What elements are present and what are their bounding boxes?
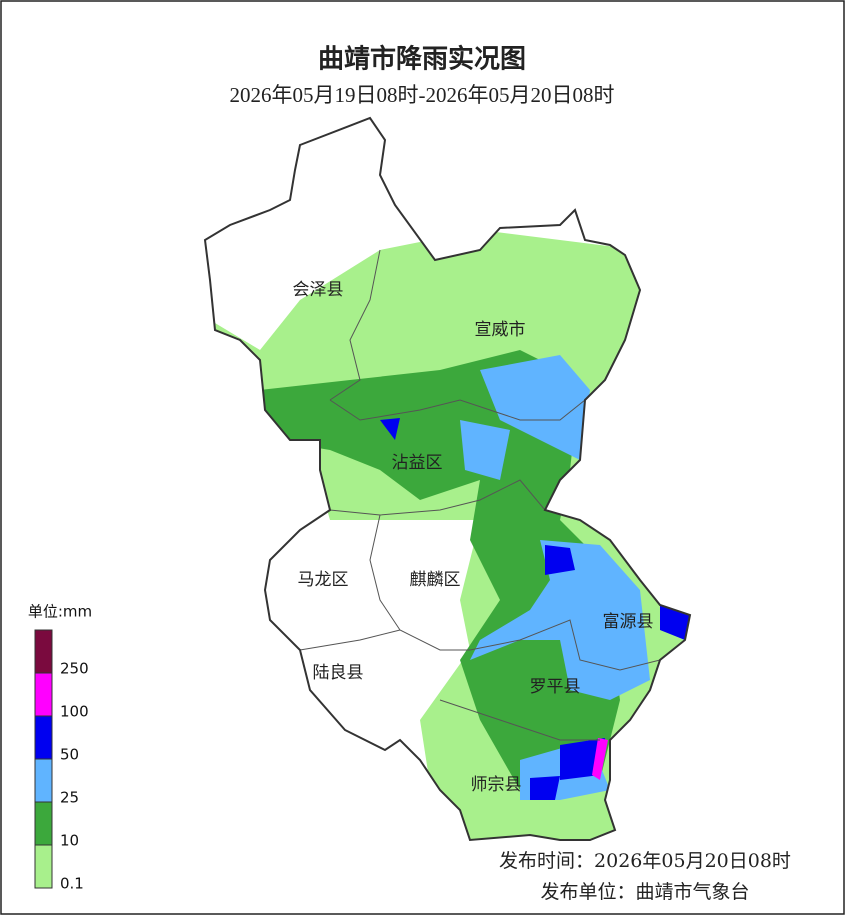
rain-area	[480, 355, 590, 460]
footer-time: 发布时间：2026年05月20日08时	[499, 850, 791, 872]
legend-swatch	[34, 715, 53, 760]
rain-area	[530, 776, 560, 800]
legend-label: 50	[60, 746, 79, 764]
legend-label: 250	[60, 660, 89, 678]
map-title: 曲靖市降雨实况图	[318, 44, 526, 75]
rain-area	[545, 545, 575, 575]
legend-title: 单位:mm	[28, 603, 92, 621]
rain-area	[260, 350, 620, 790]
legend: 0.1 10 25 50 100 250	[34, 629, 89, 893]
region-label: 麒麟区	[410, 570, 461, 590]
rain-area	[460, 420, 510, 480]
legend-swatch	[34, 629, 53, 674]
region-label: 陆良县	[313, 663, 364, 683]
rain-areas	[210, 230, 690, 840]
legend-swatch	[34, 672, 53, 717]
region-label: 马龙区	[298, 570, 349, 590]
rain-area	[470, 540, 650, 700]
rain-area	[592, 738, 608, 780]
region-label: 富源县	[603, 612, 654, 632]
footer-unit: 发布单位：曲靖市气象台	[540, 881, 749, 903]
region-label: 宣威市	[475, 320, 526, 340]
legend-swatch	[34, 844, 53, 889]
region-label: 师宗县	[471, 775, 522, 795]
rain-area	[660, 605, 690, 640]
legend-label: 10	[60, 832, 79, 850]
legend-label: 0.1	[60, 875, 84, 893]
legend-swatch	[34, 801, 53, 846]
legend-label: 25	[60, 789, 79, 807]
legend-label: 100	[60, 703, 89, 721]
rain-area	[380, 418, 400, 440]
county-borders	[299, 249, 661, 741]
city-border	[203, 116, 692, 842]
map-subtitle: 2026年05月19日08时-2026年05月20日08时	[230, 83, 615, 107]
region-label: 罗平县	[530, 677, 581, 697]
legend-swatch	[34, 758, 53, 803]
region-label: 会泽县	[293, 280, 344, 300]
region-label: 沾益区	[392, 453, 443, 473]
